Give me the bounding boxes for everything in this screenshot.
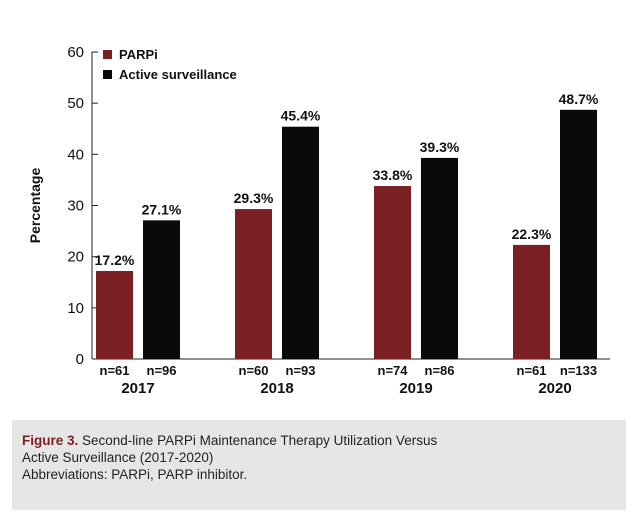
x-category-label: 2020 xyxy=(538,380,571,397)
y-tick-label: 40 xyxy=(67,146,84,163)
legend-swatch-parpi xyxy=(103,50,112,59)
bar-value-label: 33.8% xyxy=(373,167,413,183)
bar-value-label: 22.3% xyxy=(512,226,552,242)
bar-value-label: 17.2% xyxy=(95,252,135,268)
caption-title-line-1: Figure 3. Second-line PARPi Maintenance … xyxy=(22,432,616,449)
bar-chart: 0 10 20 30 40 50 60 Percentage 17.2% n=61 27.1% n=9… xyxy=(27,44,610,397)
legend-swatch-active-surveillance xyxy=(103,70,112,79)
x-category-label: 2017 xyxy=(121,380,154,397)
bar-value-label: 39.3% xyxy=(420,139,460,155)
y-tick-label: 50 xyxy=(67,95,84,112)
caption-title-text: Second-line PARPi Maintenance Therapy Ut… xyxy=(78,433,438,448)
sample-size-label: n=74 xyxy=(378,363,409,378)
chart-panel: 0 10 20 30 40 50 60 Percentage 17.2% n=61 27.1% n=9… xyxy=(12,12,626,420)
y-tick-label: 0 xyxy=(76,351,84,368)
y-tick-label: 10 xyxy=(67,300,84,317)
sample-size-label: n=61 xyxy=(517,363,547,378)
bar-parpi-2019 xyxy=(374,186,411,359)
sample-size-label: n=60 xyxy=(239,363,269,378)
caption-abbreviations: Abbreviations: PARPi, PARP inhibitor. xyxy=(22,467,248,482)
sample-size-label: n=96 xyxy=(147,363,177,378)
bar-active-surveillance-2018 xyxy=(282,126,319,359)
figure-label: Figure 3. xyxy=(22,433,79,448)
bar-value-label: 48.7% xyxy=(559,91,599,107)
y-axis-label: Percentage xyxy=(27,168,43,244)
y-tick-label: 30 xyxy=(67,198,84,215)
x-category-label: 2018 xyxy=(260,380,293,397)
bar-parpi-2020 xyxy=(513,244,550,359)
bar-active-surveillance-2019 xyxy=(421,157,458,359)
x-category-label: 2019 xyxy=(399,380,432,397)
bar-active-surveillance-2020 xyxy=(560,109,597,360)
sample-size-label: n=133 xyxy=(560,363,597,378)
legend-label-active-surveillance: Active surveillance xyxy=(119,67,237,82)
bar-value-label: 27.1% xyxy=(142,201,182,217)
sample-size-label: n=86 xyxy=(425,363,455,378)
bar-value-label: 29.3% xyxy=(234,190,274,206)
figure-container: 0 10 20 30 40 50 60 Percentage 17.2% n=61 27.1% n=9… xyxy=(12,12,626,510)
bar-active-surveillance-2017 xyxy=(143,220,180,359)
y-tick-label: 60 xyxy=(67,44,84,61)
y-tick-label: 20 xyxy=(67,249,84,266)
legend-label-parpi: PARPi xyxy=(119,47,158,62)
caption-title-line-2: Active Surveillance (2017-2020) xyxy=(22,450,214,465)
bar-parpi-2018 xyxy=(235,209,272,359)
sample-size-label: n=93 xyxy=(286,363,316,378)
bar-value-label: 45.4% xyxy=(281,108,321,124)
sample-size-label: n=61 xyxy=(100,363,130,378)
bar-parpi-2017 xyxy=(96,270,133,359)
figure-caption: Figure 3. Second-line PARPi Maintenance … xyxy=(22,432,616,483)
